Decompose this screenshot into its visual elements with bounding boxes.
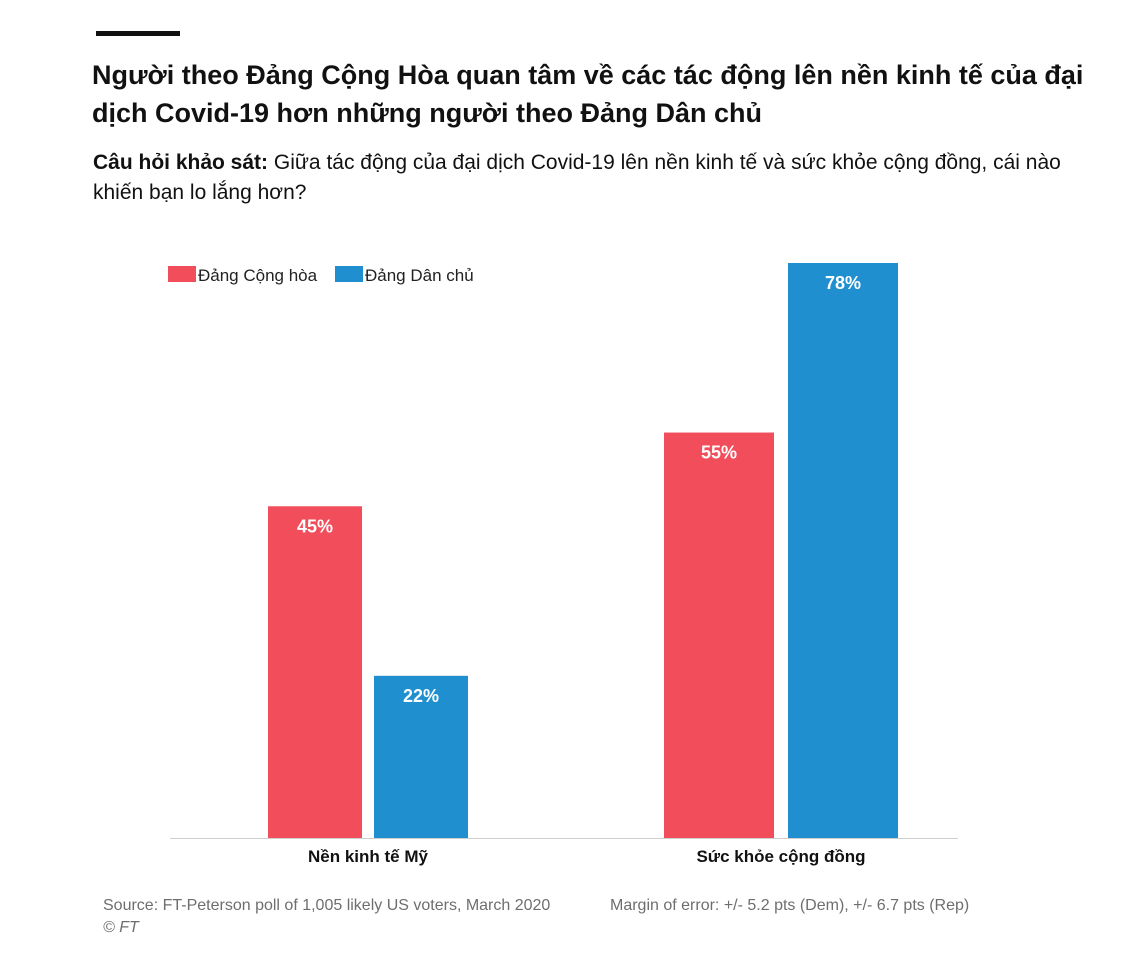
source-note: Source: FT-Peterson poll of 1,005 likely…: [103, 897, 551, 914]
bar-dem-1: [788, 263, 898, 838]
data-label-rep-1: 55%: [701, 443, 737, 463]
legend-label-rep: Đảng Cộng hòa: [198, 266, 318, 285]
category-label-1: Sức khỏe cộng đồng: [696, 847, 865, 866]
legend-swatch-dem: [335, 266, 363, 282]
chart-title: Người theo Đảng Cộng Hòa quan tâm về các…: [92, 60, 1084, 128]
data-label-dem-0: 22%: [403, 686, 439, 706]
top-rule: [96, 31, 180, 36]
question-label: Câu hỏi khảo sát:: [93, 151, 269, 174]
margin-of-error-note: Margin of error: +/- 5.2 pts (Dem), +/- …: [610, 897, 970, 914]
chart-subtitle: Câu hỏi khảo sát: Giữa tác động của đại …: [93, 148, 1093, 208]
bar-rep-1: [664, 432, 774, 838]
copyright: © FT: [103, 919, 139, 936]
data-label-dem-1: 78%: [825, 273, 861, 293]
legend-label-dem: Đảng Dân chủ: [365, 266, 474, 285]
data-label-rep-0: 45%: [297, 516, 333, 536]
question-text: Giữa tác động của đại dịch Covid-19 lên …: [93, 151, 1061, 204]
category-label-0: Nền kinh tế Mỹ: [308, 847, 429, 866]
bar-dem-0: [374, 675, 468, 838]
legend-swatch-rep: [168, 266, 196, 282]
bar-rep-0: [268, 506, 362, 838]
